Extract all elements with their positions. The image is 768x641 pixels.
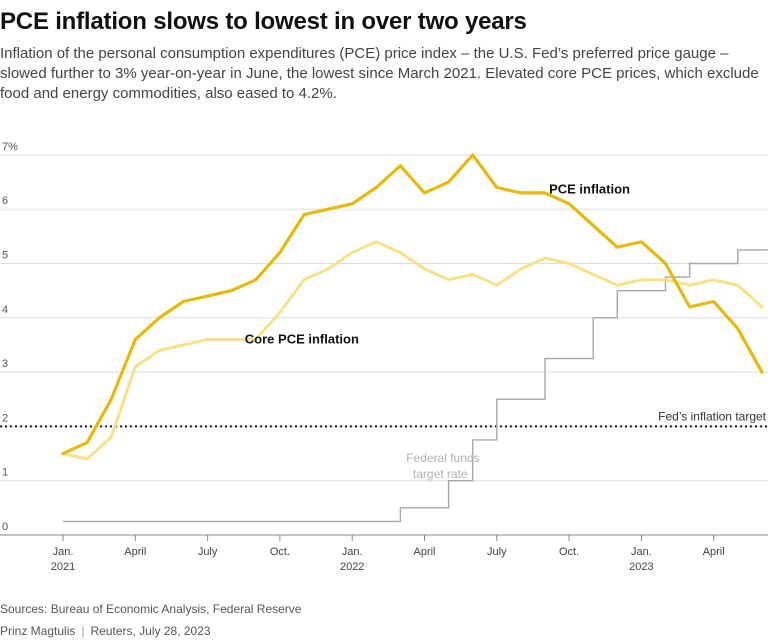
fed-target-label: Fed’s inflation target <box>658 409 767 423</box>
y-tick-label: 5 <box>2 250 8 262</box>
y-tick-labels: 0 1 2 3 4 5 6 7% <box>2 141 18 533</box>
ffr-series-label-line2: target rate <box>413 467 468 481</box>
pce-series-label: PCE inflation <box>549 181 630 196</box>
x-tick-label: April <box>703 546 725 558</box>
x-tick-year-label: 2021 <box>51 561 75 573</box>
x-tick-label: Jan. <box>631 546 652 558</box>
chart-subtitle: Inflation of the personal consumption ex… <box>0 45 759 102</box>
y-tick-label: 4 <box>2 304 8 316</box>
x-tick-label: April <box>413 546 435 558</box>
x-tick-label: Jan. <box>53 546 74 558</box>
x-tick-label: July <box>487 546 507 558</box>
fed-funds-rate-line <box>63 249 768 523</box>
y-tick-label: 7% <box>2 141 18 153</box>
x-axis: Jan. 2021 April July Oct. Jan. 2022 April July Oc… <box>0 534 768 573</box>
y-tick-label: 2 <box>2 412 8 424</box>
credit-separator: | <box>81 624 85 638</box>
y-tick-label: 0 <box>2 521 8 533</box>
y-tick-label: 3 <box>2 358 8 370</box>
pce-line-chart: 0 1 2 3 4 5 6 7% Jan. 2021 April July Oct. Jan. 2022 A… <box>0 141 768 573</box>
x-tick-label: Oct. <box>559 546 579 558</box>
x-tick-label: Oct. <box>270 546 290 558</box>
y-tick-label: 1 <box>2 467 8 479</box>
chart-title: PCE inflation slows to lowest in over tw… <box>0 8 527 35</box>
series-layer <box>61 153 768 523</box>
x-tick-label: July <box>198 546 218 558</box>
ffr-series-label-line1: Federal funds <box>406 451 479 465</box>
pce-inflation-line <box>61 153 764 456</box>
x-tick-label: Jan. <box>342 546 363 558</box>
y-tick-label: 6 <box>2 195 8 207</box>
core-pce-inflation-line <box>61 240 764 461</box>
sources-note: Sources: Bureau of Economic Analysis, Fe… <box>0 602 302 616</box>
publisher-date: Reuters, July 28, 2023 <box>90 624 211 638</box>
x-tick-year-label: 2022 <box>340 561 364 573</box>
core-pce-series-label: Core PCE inflation <box>245 332 359 347</box>
author-name: Prinz Magtulis <box>0 624 76 638</box>
credit-line: Prinz Magtulis | Reuters, July 28, 2023 <box>0 624 211 638</box>
x-tick-label: April <box>124 546 146 558</box>
x-tick-year-label: 2023 <box>629 561 653 573</box>
gridlines <box>0 154 768 482</box>
